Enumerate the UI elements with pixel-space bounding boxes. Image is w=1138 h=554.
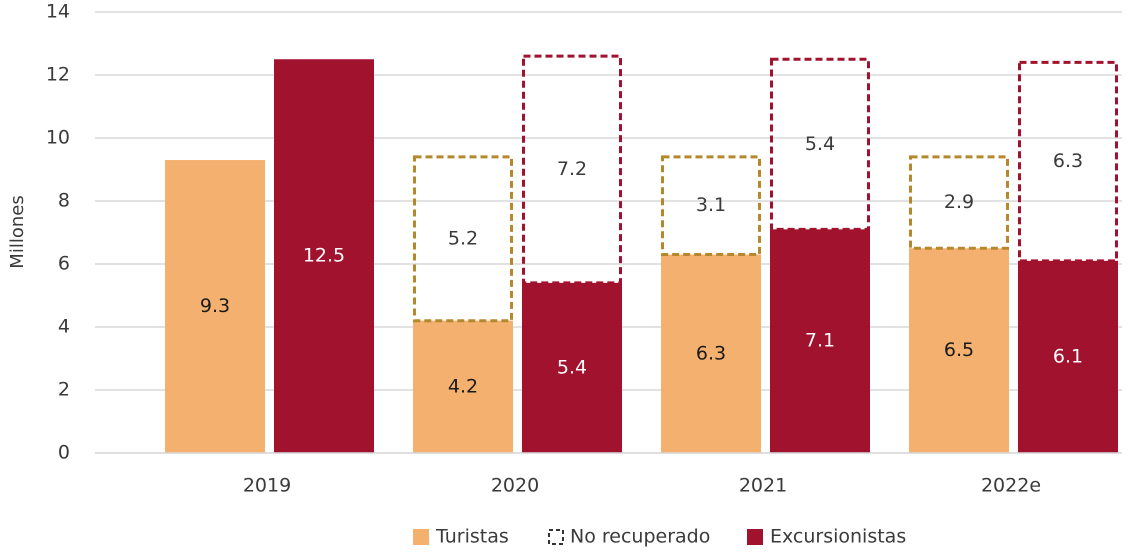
bar [165,160,265,454]
y-tick-label: 10 [46,127,70,149]
bar-value-label: 6.5 [944,339,974,361]
unrecovered-value-label: 2.9 [944,191,974,213]
y-tick-label: 0 [58,442,70,464]
y-axis-label: Millones [7,195,28,268]
legend-label: No recuperado [570,526,710,548]
bar-value-label: 5.4 [557,356,587,378]
legend-swatch [548,529,564,545]
legend-swatch [413,529,429,545]
x-tick-label: 2019 [243,475,291,497]
bar-value-label: 4.2 [448,375,478,397]
x-tick-label: 2021 [739,475,787,497]
bar-value-label: 12.5 [303,245,345,267]
y-tick-label: 6 [58,253,70,275]
unrecovered-value-label: 5.4 [805,133,835,155]
unrecovered-value-label: 6.3 [1053,150,1083,172]
bar-value-label: 6.3 [696,342,726,364]
bar-value-label: 7.1 [805,330,835,352]
bar [909,248,1009,453]
x-tick-label: 2020 [491,475,539,497]
unrecovered-bar [770,57,870,231]
bar-value-label: 6.1 [1053,345,1083,367]
unrecovered-value-label: 5.2 [448,227,478,249]
y-tick-label: 14 [46,1,70,23]
unrecovered-value-label: 7.2 [557,158,587,180]
bar [274,59,374,453]
bar [522,282,622,453]
bar [1018,260,1118,453]
legend-label: Excursionistas [770,526,906,548]
unrecovered-bar [661,155,761,257]
y-tick-label: 12 [46,64,70,86]
bar [413,320,513,453]
legend-label: Turistas [435,526,509,548]
y-tick-label: 8 [58,190,70,212]
y-tick-label: 2 [58,379,70,401]
legend-swatch [747,529,763,545]
unrecovered-value-label: 3.1 [696,194,726,216]
bar [661,254,761,453]
bar [770,229,870,453]
x-tick-label: 2022e [981,475,1041,497]
bar-value-label: 9.3 [200,295,230,317]
y-tick-label: 4 [58,316,70,338]
unrecovered-bar [522,54,622,285]
unrecovered-bar [413,155,513,323]
unrecovered-bar [909,155,1009,250]
unrecovered-bar [1018,60,1118,263]
